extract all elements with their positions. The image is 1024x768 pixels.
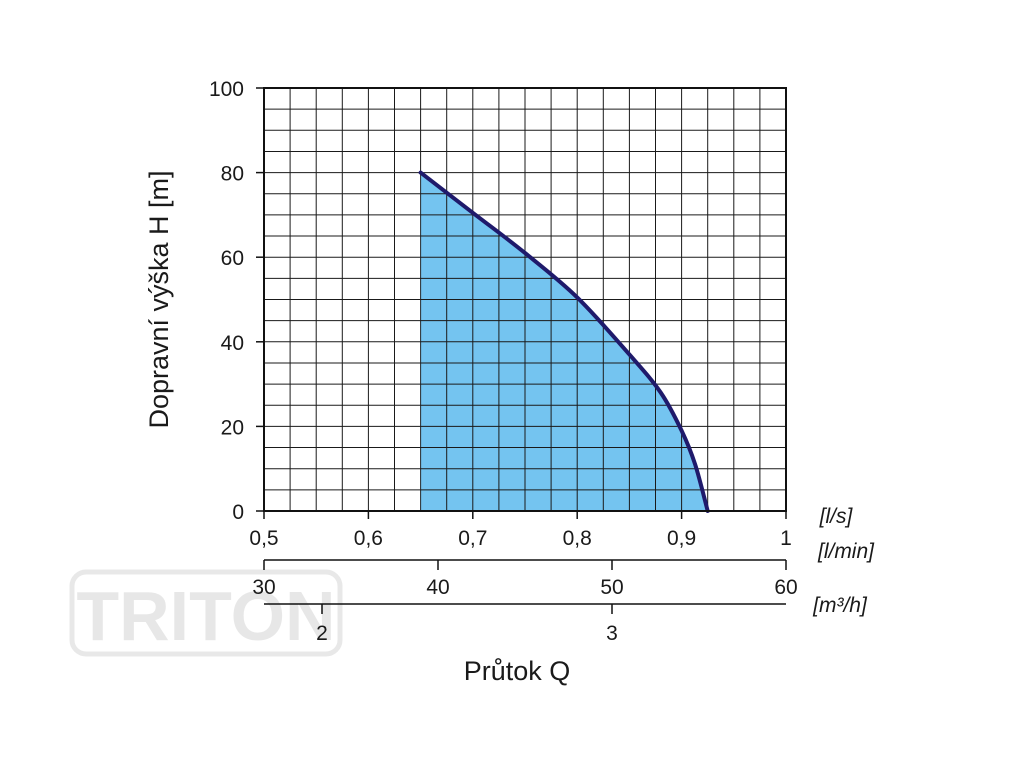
series-layer [418, 170, 710, 513]
x-tick-label: 1 [780, 527, 792, 550]
tertiary-x-tick-label: 2 [316, 622, 328, 645]
plot-frame [263, 87, 787, 512]
x-tick-label: 0,9 [667, 527, 696, 550]
secondary-x-tick-label: 40 [426, 576, 449, 599]
x-tick-label: 0,7 [458, 527, 487, 550]
y-tick-label: 20 [221, 416, 244, 439]
watermark: TRITON [69, 569, 343, 657]
watermark-text: TRITON [76, 577, 335, 655]
series-line-0 [418, 170, 710, 513]
x-tick-label: 0,8 [563, 527, 592, 550]
secondary-x-tick-label: 60 [774, 576, 797, 599]
axes-layer [263, 87, 787, 605]
x-unit-label-m3h: [m³/h] [812, 594, 868, 617]
y-axis-title: Dopravní výška H [m] [144, 170, 174, 428]
y-tick-label: 40 [221, 332, 244, 355]
x-unit-label-lmin: [l/min] [817, 540, 875, 563]
y-tick-label: 0 [232, 501, 244, 524]
x-tick-label: 0,5 [249, 527, 278, 550]
x-tick-label: 0,6 [354, 527, 383, 550]
tertiary-x-tick-label: 3 [606, 622, 618, 645]
secondary-x-tick-label: 30 [252, 576, 275, 599]
labels-layer: 0 20 40 60 80 100 0,5 0,6 0,7 0,8 0,9 1 [l/s] 30 40 50 6… [144, 78, 875, 686]
x-unit-label-ls: [l/s] [819, 505, 854, 528]
y-tick-label: 60 [221, 247, 244, 270]
watermark-frame [69, 569, 343, 657]
secondary-x-tick-label: 50 [600, 576, 623, 599]
x-axis-title: Průtok Q [464, 656, 571, 686]
y-tick-label: 100 [209, 78, 244, 101]
y-tick-label: 80 [221, 163, 244, 186]
